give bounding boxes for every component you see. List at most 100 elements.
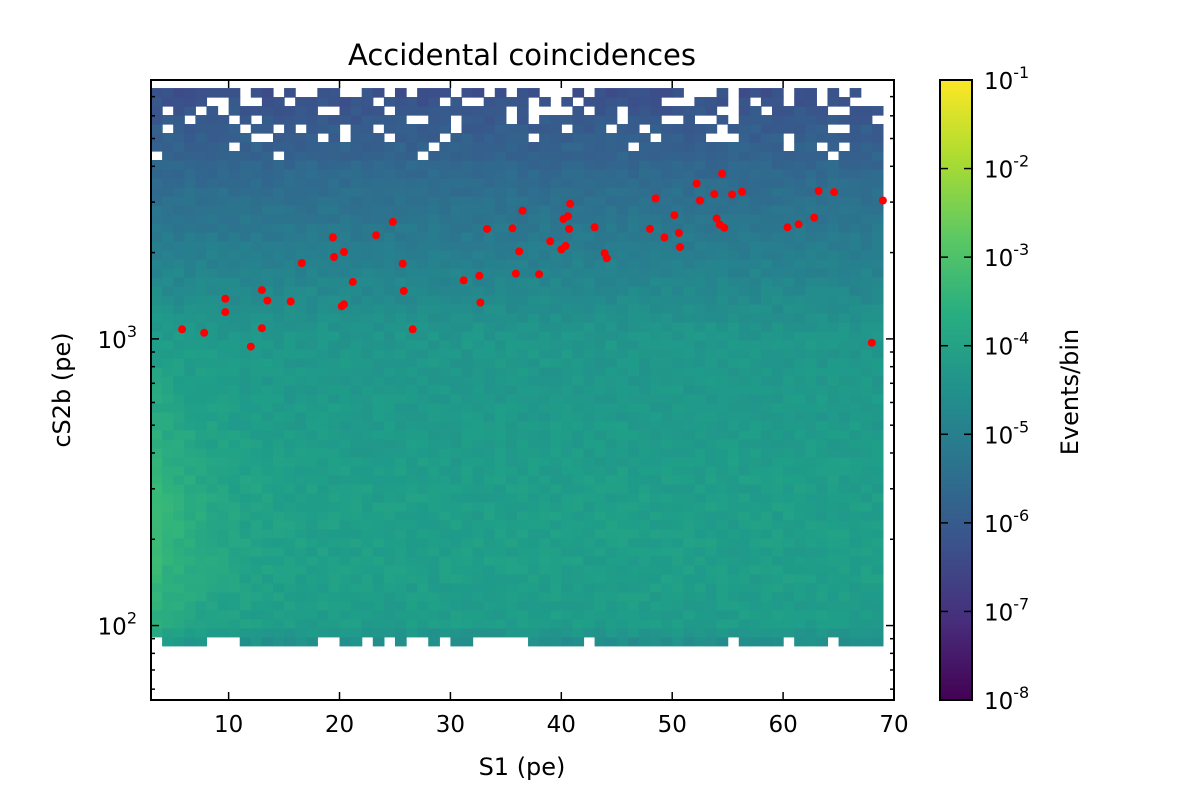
heatmap-bin <box>372 348 385 359</box>
heatmap-bin <box>450 285 463 296</box>
heatmap-bin <box>805 303 817 314</box>
heatmap-bin <box>550 411 562 422</box>
heatmap-bin <box>151 186 163 197</box>
heatmap-bin <box>406 438 418 449</box>
heatmap-bin <box>672 303 684 314</box>
heatmap-bin <box>272 133 285 143</box>
heatmap-bin <box>162 222 174 233</box>
heatmap-bin <box>661 258 673 269</box>
heatmap-bin <box>516 133 529 143</box>
heatmap-bin <box>528 375 540 386</box>
heatmap-bin <box>760 88 773 98</box>
heatmap-bin <box>295 474 307 485</box>
heatmap-bin <box>195 537 208 548</box>
heatmap-bin <box>871 222 884 233</box>
heatmap-bin <box>683 160 695 170</box>
heatmap-bin <box>705 258 718 269</box>
heatmap-bin <box>638 240 651 251</box>
heatmap-bin <box>672 618 684 629</box>
heatmap-bin <box>261 240 274 251</box>
heatmap-bin <box>184 627 196 638</box>
heatmap-bin <box>572 124 585 134</box>
heatmap-bin <box>816 276 829 287</box>
heatmap-bin <box>672 124 684 134</box>
heatmap-bin <box>417 178 429 188</box>
heatmap-bin <box>417 591 429 602</box>
heatmap-bin <box>406 492 418 503</box>
overlay-point <box>728 190 737 199</box>
heatmap-bin <box>328 456 341 467</box>
heatmap-bin <box>162 142 174 152</box>
heatmap-bin <box>328 627 341 638</box>
heatmap-bin <box>350 357 363 368</box>
heatmap-bin <box>439 312 452 323</box>
heatmap-bin <box>439 528 452 539</box>
heatmap-bin <box>705 142 718 152</box>
heatmap-bin <box>472 474 485 485</box>
heatmap-bin <box>583 231 596 242</box>
heatmap-bin <box>683 384 695 395</box>
heatmap-bin <box>539 97 551 107</box>
heatmap-bin <box>838 636 851 647</box>
heatmap-bin <box>439 609 452 620</box>
heatmap-bin <box>583 447 596 458</box>
heatmap-bin <box>284 330 296 341</box>
overlay-point <box>221 308 230 317</box>
heatmap-bin <box>605 303 618 314</box>
heatmap-bin <box>550 285 562 296</box>
heatmap-bin <box>439 546 452 557</box>
heatmap-bin <box>794 204 806 215</box>
heatmap-bin <box>184 573 196 584</box>
heatmap-bin <box>572 393 585 404</box>
heatmap-bin <box>306 492 318 503</box>
heatmap-bin <box>206 474 219 485</box>
heatmap-bin <box>217 582 230 593</box>
heatmap-bin <box>494 510 507 521</box>
heatmap-bin <box>616 348 629 359</box>
heatmap-bin <box>406 151 418 161</box>
heatmap-bin <box>472 492 485 503</box>
heatmap-bin <box>272 618 285 629</box>
heatmap-bin <box>406 195 418 206</box>
heatmap-bin <box>727 564 740 575</box>
heatmap-bin <box>550 519 562 530</box>
heatmap-bin <box>827 294 840 305</box>
heatmap-bin <box>583 357 596 368</box>
heatmap-bin <box>228 528 241 539</box>
heatmap-bin <box>616 411 629 422</box>
heatmap-bin <box>261 169 274 179</box>
heatmap-bin <box>306 339 318 350</box>
heatmap-bin <box>151 429 163 440</box>
heatmap-bin <box>816 178 829 188</box>
heatmap-bin <box>805 267 817 278</box>
heatmap-bin <box>250 447 263 458</box>
heatmap-bin <box>672 267 684 278</box>
heatmap-bin <box>705 438 718 449</box>
heatmap-bin <box>450 501 463 512</box>
heatmap-bin <box>738 627 751 638</box>
heatmap-bin <box>638 213 651 224</box>
heatmap-bin <box>306 115 318 125</box>
heatmap-bin <box>550 339 562 350</box>
heatmap-bin <box>760 519 773 530</box>
heatmap-bin <box>849 285 862 296</box>
heatmap-bin <box>705 213 718 224</box>
heatmap-bin <box>772 537 784 548</box>
heatmap-bin <box>572 321 585 332</box>
heatmap-bin <box>871 124 884 134</box>
heatmap-bin <box>184 429 196 440</box>
heatmap-bin <box>250 429 263 440</box>
heatmap-bin <box>461 483 474 494</box>
heatmap-bin <box>306 573 318 584</box>
heatmap-bin <box>228 411 241 422</box>
heatmap-bin <box>550 249 562 260</box>
heatmap-bin <box>250 249 263 260</box>
heatmap-bin <box>627 618 640 629</box>
heatmap-bin <box>516 573 529 584</box>
heatmap-bin <box>694 169 707 179</box>
heatmap-bin <box>539 231 551 242</box>
heatmap-bin <box>860 447 873 458</box>
heatmap-bin <box>494 330 507 341</box>
heatmap-bin <box>616 501 629 512</box>
heatmap-bin <box>860 573 873 584</box>
